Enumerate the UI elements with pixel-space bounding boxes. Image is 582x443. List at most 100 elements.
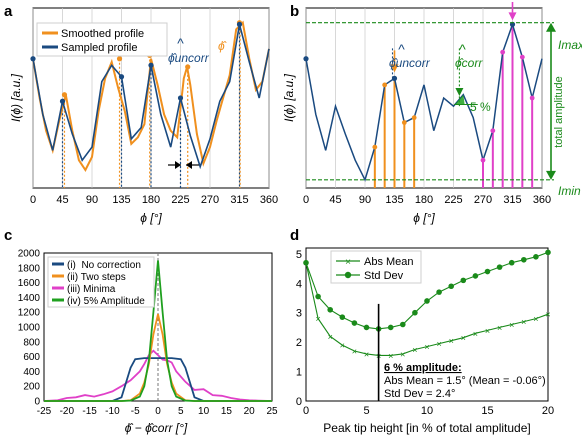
- panel-b-xtick-180: 180: [415, 194, 433, 206]
- panel-b-xtick-135: 135: [385, 194, 403, 206]
- panel-c-ytick-200: 200: [23, 382, 40, 393]
- panel-d-marker-std-dev-2: [327, 306, 334, 313]
- panel-b-magenta-point-270: [480, 157, 486, 163]
- legend-marker-abs-mean: ×: [345, 257, 351, 268]
- panel-d-marker-abs-mean-5: ×: [364, 349, 369, 359]
- panel-d-marker-abs-mean-3: ×: [340, 341, 345, 351]
- panel-a-xtick-0: 0: [30, 194, 36, 206]
- legend-label-std-dev: Std Dev: [364, 270, 404, 282]
- panel-d-marker-std-dev-14: [472, 273, 479, 279]
- panel-a-peak-drop-lines: [61, 22, 241, 188]
- panel-c-ytick-600: 600: [23, 352, 40, 363]
- panel-b-imin-label: Imin: [558, 184, 581, 198]
- panel-d-marker-abs-mean-4: ×: [352, 346, 357, 356]
- legend-label-sampled: Sampled profile: [61, 42, 137, 54]
- panel-a-legend: Smoothed profile Sampled profile: [36, 22, 168, 57]
- panel-d-marker-abs-mean-14: ×: [473, 329, 478, 339]
- panel-d-ytick-0: 0: [296, 396, 302, 408]
- panel-d-annotation-title: 6 % amplitude:: [384, 362, 462, 374]
- panel-b-5pct-label: 5 %: [470, 100, 491, 114]
- panel-c-xtick--20: -20: [60, 406, 75, 417]
- panel-d-marker-abs-mean-19: ×: [533, 314, 538, 324]
- panel-d-marker-abs-mean-12: ×: [449, 336, 454, 346]
- panel-d-marker-std-dev-11: [436, 289, 442, 295]
- panel-d-marker-std-dev-18: [521, 256, 527, 263]
- panel-a-peak-smoothed-0: [61, 92, 68, 98]
- panel-d-marker-std-dev-10: [424, 298, 430, 304]
- panel-c-ytick-1400: 1400: [18, 293, 41, 304]
- panel-d-marker-std-dev-1: [315, 293, 321, 300]
- panel-a-peak-sampled-0: [59, 98, 66, 104]
- panel-b-phi-corr-hat: ^: [459, 41, 466, 57]
- panel-d-marker-std-dev-9: [412, 309, 418, 316]
- panel-a-peak-sampled-4: [236, 21, 243, 27]
- panel-c-ytick-1200: 1200: [18, 308, 41, 319]
- panel-c-series: [43, 253, 273, 402]
- panel-d-marker-std-dev-4: [351, 320, 358, 326]
- panel-d-line-abs-mean: [305, 262, 549, 356]
- panel-d-legend: × Abs Mean Std Dev: [330, 250, 422, 284]
- panel-b-xtick-225: 225: [444, 194, 462, 206]
- panel-d-marker-abs-mean-16: ×: [497, 323, 502, 333]
- panel-a-start-point: [30, 56, 36, 62]
- panel-c-chart: -25 -20 -15 -10 -5 0 5 10 15 20 25 0 200 400 600 800 100…: [18, 249, 278, 436]
- panel-c-ytick-1800: 1800: [18, 263, 41, 274]
- panel-b-amplitude-arrow-down: [546, 170, 556, 180]
- panel-b-xtick-45: 45: [329, 194, 341, 206]
- panel-c-xlabel: ϕ̂ − ϕ̂corr [°]: [125, 421, 188, 435]
- panel-d-series: ×××××××××××××××××××××: [303, 249, 551, 401]
- panel-b-xtick-0: 0: [303, 194, 309, 206]
- panel-b-magenta-point-330: [519, 54, 525, 60]
- panel-b-chart: 0 45 90 135 180 225 270 315 360 I(ϕ) [a.u.] ϕ [°…: [282, 2, 582, 225]
- panel-d-marker-std-dev-16: [496, 264, 503, 270]
- panel-d-marker-std-dev-8: [400, 321, 406, 328]
- legend-label-two-steps: (ii) Two steps: [67, 272, 126, 283]
- panel-c-xtick-15: 15: [221, 406, 233, 417]
- panel-c-line-5pct-amplitude: [44, 260, 272, 402]
- panel-d-marker-std-dev-19: [533, 254, 539, 260]
- panel-d-ytick-3: 3: [296, 308, 302, 320]
- panel-letter-b: b: [290, 3, 299, 20]
- legend-marker-std-dev: [344, 271, 352, 279]
- panel-d-ytick-1: 1: [296, 367, 302, 379]
- panel-d-marker-abs-mean-2: ×: [328, 332, 333, 342]
- panel-b-total-amplitude-label: total amplitude: [553, 76, 565, 148]
- panel-b-series: [303, 21, 543, 182]
- panel-b-orange-arrow-head: [390, 64, 399, 73]
- panel-d-marker-abs-mean-18: ×: [521, 317, 526, 327]
- panel-c-ytick-1000: 1000: [18, 323, 41, 334]
- panel-a-phi-label: ϕ̂: [218, 39, 227, 53]
- panel-d-marker-std-dev-13: [460, 277, 467, 284]
- legend-label-minima: (iii) Minima: [67, 284, 116, 295]
- panel-c-legend: (i) No correction (ii) Two steps (iii) M…: [47, 256, 155, 308]
- panel-c-line-no-correction: [44, 357, 272, 402]
- panel-d-marker-abs-mean-20: ×: [545, 310, 550, 320]
- panel-c-line-two-steps: [44, 313, 272, 402]
- panel-d-marker-abs-mean-13: ×: [461, 333, 466, 343]
- panel-c-xtick-20: 20: [244, 406, 256, 417]
- panel-c-xtick--25: -25: [37, 406, 52, 417]
- panel-d-tick-labels: 0 5 10 15 20 0 1 2 3 4 5: [296, 249, 554, 417]
- legend-label-5pct: (iv) 5% Amplitude: [67, 296, 145, 307]
- panel-a-phi-uncorr-label: ϕ̂uncorr: [168, 51, 210, 65]
- panel-c-tick-labels: -25 -20 -15 -10 -5 0 5 10 15 20 25 0 200 400 600 800 100…: [18, 249, 278, 418]
- panel-b-orange-point-120: [382, 82, 388, 88]
- panel-c-ytick-800: 800: [23, 337, 40, 348]
- panel-d-marker-std-dev-17: [508, 259, 515, 266]
- panel-a-peak-sampled-1: [118, 74, 125, 80]
- panel-b-start-point: [303, 56, 309, 62]
- panel-d-annotation-line-2: Std Dev = 2.4°: [384, 388, 455, 400]
- panel-d-xlabel: Peak tip height [in % of total amplitude…: [323, 421, 530, 435]
- panel-d-marker-std-dev-0: [303, 259, 309, 266]
- panel-a-xtick-180: 180: [142, 194, 160, 206]
- panel-b-xlabel: ϕ [°]: [413, 211, 435, 225]
- panel-c-ytick-0: 0: [34, 397, 40, 408]
- panel-a-xtick-90: 90: [86, 194, 98, 206]
- panel-d-marker-std-dev-15: [484, 268, 491, 275]
- panel-a-xtick-135: 135: [112, 194, 130, 206]
- panel-b-bars: [373, 24, 534, 188]
- panel-b-amplitude-annotations: [306, 2, 556, 181]
- panel-b-phi-uncorr-label: ϕ̂uncorr: [389, 56, 431, 70]
- panel-d-xtick-5: 5: [363, 405, 369, 417]
